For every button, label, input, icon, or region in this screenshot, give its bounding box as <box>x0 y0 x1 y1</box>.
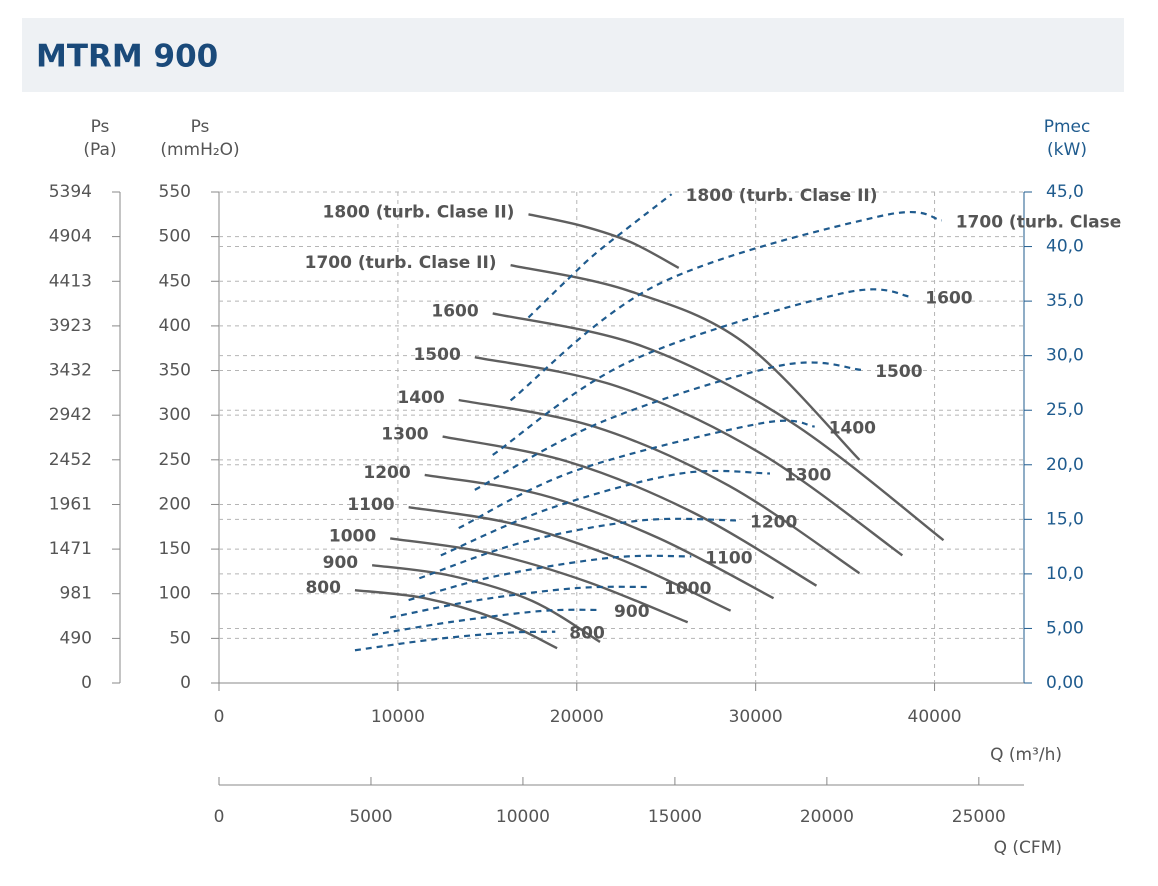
y2-tick-label: 30,0 <box>1046 346 1084 366</box>
x2-tick-label: 25000 <box>952 807 1006 827</box>
pressure-curve <box>424 473 775 600</box>
y-pa-tick-label: 1961 <box>49 494 92 514</box>
power-curve-label: 800 <box>569 624 605 644</box>
power-curve-label: 1100 <box>705 548 752 568</box>
y-pa-label: Ps <box>91 117 110 137</box>
y-pa-tick-label: 981 <box>60 584 92 604</box>
y2-tick-label: 0,00 <box>1046 673 1084 693</box>
x-tick-label: 20000 <box>550 707 604 727</box>
power-curve <box>408 554 692 602</box>
y2-label: Pmec <box>1044 117 1091 137</box>
y2-tick-label: 25,0 <box>1046 400 1084 420</box>
y-pa-tick-label: 490 <box>60 628 92 648</box>
x-label: Q (m³/h) <box>990 745 1062 765</box>
y2-tick-label: 10,0 <box>1046 564 1084 584</box>
power-curve-label: 1400 <box>829 419 876 439</box>
power-curve <box>354 630 556 652</box>
pressure-curve-label: 1600 <box>431 301 478 321</box>
y-tick-label: 300 <box>159 405 191 425</box>
pressure-curve-label: 900 <box>323 553 359 573</box>
x-tick-label: 10000 <box>371 707 425 727</box>
y-pa-tick-label: 4904 <box>49 227 92 247</box>
power-curve-label: 1700 (turb. Clase <box>956 212 1122 232</box>
pressure-curve-label: 800 <box>305 578 341 598</box>
power-curve <box>371 608 601 637</box>
y-tick-label: 150 <box>159 539 191 559</box>
y2-tick-label: 20,0 <box>1046 455 1084 475</box>
x2-tick-label: 15000 <box>648 807 702 827</box>
power-curve <box>389 585 651 619</box>
y-pa-tick-label: 2452 <box>49 450 92 470</box>
y-tick-label: 100 <box>159 584 191 604</box>
y2-tick-label: 5,00 <box>1046 618 1084 638</box>
y2-tick-label: 45,0 <box>1046 182 1084 202</box>
pressure-curve-label: 1700 (turb. Clase II) <box>305 253 497 273</box>
power-curve <box>440 469 770 557</box>
power-curve <box>492 288 912 456</box>
power-curve-label: 1600 <box>925 289 972 309</box>
pressure-curve <box>492 312 945 542</box>
y-pa-tick-label: 4413 <box>49 271 92 291</box>
x-tick-label: 40000 <box>908 707 962 727</box>
chart-title: MTRM 900 <box>36 39 218 75</box>
pressure-curve-label: 1200 <box>363 463 410 483</box>
pressure-curve <box>354 588 558 650</box>
power-curve-label: 1500 <box>875 362 922 382</box>
pressure-curve-label: 1400 <box>397 388 444 408</box>
power-curve-label: 1000 <box>664 579 711 599</box>
pressure-curve <box>458 398 861 575</box>
power-curve <box>527 193 673 319</box>
y-tick-label: 200 <box>159 494 191 514</box>
pressure-curve <box>510 264 861 461</box>
pressure-curve <box>474 355 904 557</box>
pressure-curve-label: 1800 (turb. Clase II) <box>323 202 515 222</box>
y-tick-label: 50 <box>169 628 191 648</box>
y-tick-label: 500 <box>159 227 191 247</box>
y2-tick-label: 35,0 <box>1046 291 1084 311</box>
power-curve-label: 1800 (turb. Clase II) <box>686 186 878 206</box>
y-pa-tick-label: 2942 <box>49 405 92 425</box>
y-label: Ps <box>191 117 210 137</box>
y-pa-tick-label: 5394 <box>49 182 92 202</box>
pressure-curve <box>371 563 601 643</box>
y-pa-tick-label: 1471 <box>49 539 92 559</box>
pressure-curve <box>408 505 732 612</box>
power-curve-label: 900 <box>614 602 650 622</box>
pressure-curve <box>528 213 680 269</box>
x2-tick-label: 0 <box>214 807 225 827</box>
y-tick-label: 400 <box>159 316 191 336</box>
y2-label: (kW) <box>1047 140 1087 160</box>
x2-tick-label: 20000 <box>800 807 854 827</box>
y-pa-tick-label: 3432 <box>49 361 92 381</box>
pressure-curve-label: 1300 <box>381 425 428 445</box>
power-curve <box>458 419 815 530</box>
x-tick-label: 30000 <box>729 707 783 727</box>
y-tick-label: 250 <box>159 450 191 470</box>
y-pa-tick-label: 0 <box>81 673 92 693</box>
title-bar <box>22 18 1124 92</box>
pressure-curve <box>390 537 689 624</box>
y-tick-label: 0 <box>180 673 191 693</box>
pressure-curve-label: 1100 <box>347 495 394 515</box>
pressure-curve-label: 1500 <box>413 345 460 365</box>
power-curve-label: 1300 <box>784 466 831 486</box>
y-tick-label: 550 <box>159 182 191 202</box>
power-curve <box>509 211 942 402</box>
x2-tick-label: 10000 <box>496 807 550 827</box>
x2-tick-label: 5000 <box>349 807 392 827</box>
power-curve <box>418 517 736 580</box>
y-tick-label: 350 <box>159 361 191 381</box>
y2-tick-label: 40,0 <box>1046 237 1084 257</box>
y-label: (mmH₂O) <box>160 140 239 160</box>
x-tick-label: 0 <box>214 707 225 727</box>
y-pa-label: (Pa) <box>83 140 116 160</box>
y-tick-label: 450 <box>159 271 191 291</box>
power-curve <box>474 361 862 491</box>
y2-tick-label: 15,0 <box>1046 509 1084 529</box>
pressure-curve-label: 1000 <box>329 526 376 546</box>
x2-label: Q (CFM) <box>994 838 1062 858</box>
y-pa-tick-label: 3923 <box>49 316 92 336</box>
power-curve-label: 1200 <box>750 512 797 532</box>
